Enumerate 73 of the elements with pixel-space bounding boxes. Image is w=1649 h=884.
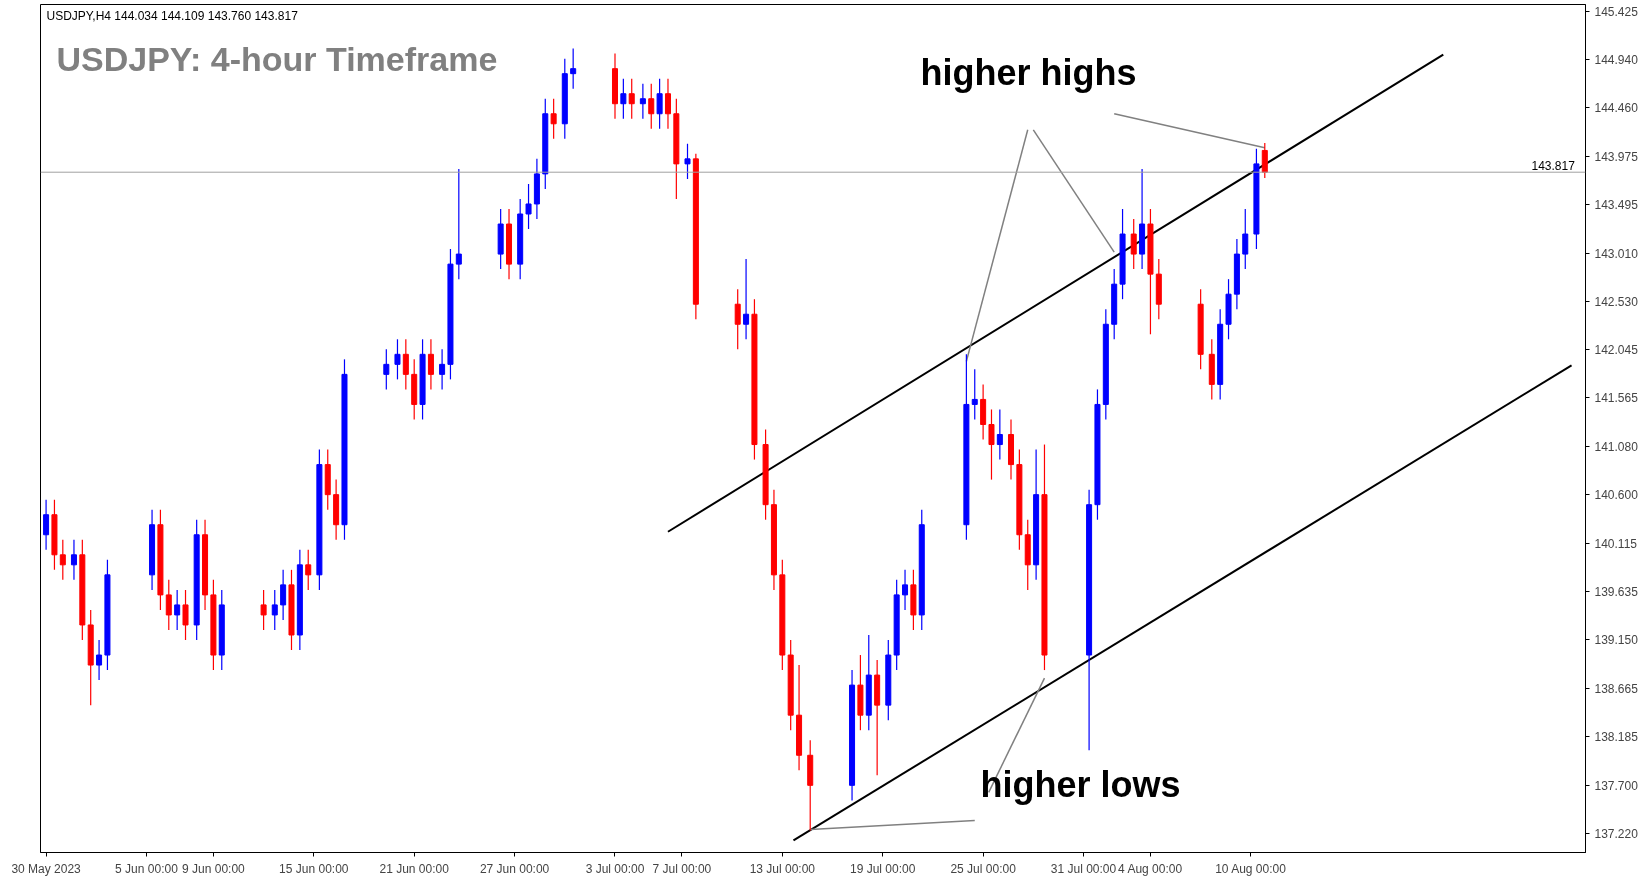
x-tick-label: 15 Jun 00:00 (279, 861, 349, 876)
y-tick-label: 139.635 (1594, 584, 1639, 599)
candlestick (639, 83, 646, 120)
x-tick-label: 13 Jul 00:00 (749, 861, 816, 876)
candlestick (1130, 218, 1137, 270)
y-tick-label: 144.460 (1594, 101, 1639, 116)
y-tick-label: 142.045 (1594, 343, 1639, 358)
candlestick (988, 408, 995, 481)
candlestick (394, 338, 401, 380)
y-tick-label: 143.975 (1594, 149, 1639, 164)
annotation: higher highs (920, 51, 1137, 93)
candlestick (550, 98, 557, 140)
candlestick (684, 143, 691, 180)
y-tick-label: 139.150 (1594, 633, 1639, 648)
candlestick (383, 348, 390, 391)
x-tick-label: 4 Aug 00:00 (1118, 861, 1183, 876)
x-tick-label: 30 May 2023 (11, 861, 82, 876)
y-tick-label: 137.220 (1594, 826, 1639, 841)
y-tick-label: 142.530 (1594, 294, 1639, 309)
candlestick (174, 589, 181, 631)
candlestick (1242, 208, 1249, 270)
x-tick-label: 5 Jun 00:00 (115, 861, 179, 876)
candlestick (280, 569, 287, 621)
candlestick (971, 368, 978, 421)
text: USDJPY: 4-hour Timeframe (56, 39, 498, 78)
candlestick (182, 589, 189, 641)
x-tick-label: 27 Jun 00:00 (479, 861, 550, 876)
candlestick (455, 168, 462, 280)
candlestick (271, 589, 278, 631)
y-tick-label: 143.010 (1594, 246, 1639, 261)
candlestick (996, 408, 1003, 461)
candlestick (734, 288, 741, 350)
candlestick (620, 78, 627, 120)
x-tick-label: 19 Jul 00:00 (850, 861, 916, 876)
candlestick (43, 499, 50, 551)
x-tick-label: 3 Jul 00:00 (585, 861, 645, 876)
candlestick (427, 338, 434, 391)
candlestick (1261, 142, 1268, 179)
y-tick-label: 144.940 (1594, 53, 1639, 68)
candlestick (402, 338, 409, 391)
candlestick (656, 78, 663, 130)
x-tick-label: 9 Jun 00:00 (182, 861, 246, 876)
x-tick-label: 25 Jul 00:00 (950, 861, 1017, 876)
candlestick (628, 78, 635, 120)
candlestick (570, 48, 577, 90)
y-tick-label: 137.700 (1594, 778, 1639, 793)
candlestick (96, 639, 103, 681)
candlestick (902, 569, 909, 611)
y-tick-label: 140.115 (1594, 536, 1638, 551)
ref-line-label: 143.817 (1531, 159, 1576, 174)
y-tick-label: 138.665 (1594, 682, 1639, 697)
candlestick (439, 348, 446, 391)
annotation: higher lows (980, 763, 1181, 805)
y-tick-label: 143.495 (1594, 197, 1639, 212)
candlestick (165, 579, 172, 631)
x-tick-label: 10 Aug 00:00 (1215, 861, 1287, 876)
candlestick (59, 539, 66, 581)
candlestick (305, 549, 312, 591)
x-tick-label: 31 Jul 00:00 (1050, 861, 1117, 876)
x-tick-label: 21 Jun 00:00 (379, 861, 450, 876)
candlestick (648, 83, 655, 130)
annotation: USDJPY,H4 144.034 144.109 143.760 143.817 (46, 8, 299, 23)
y-tick-label: 138.185 (1594, 730, 1639, 745)
candlestick (70, 539, 77, 581)
x-tick-label: 7 Jul 00:00 (652, 861, 712, 876)
candlestick (664, 78, 671, 130)
candlestick (525, 183, 532, 230)
y-tick-label: 141.080 (1594, 440, 1639, 455)
y-tick-label: 145.425 (1594, 4, 1639, 19)
candlestick (260, 589, 267, 631)
y-tick-label: 141.565 (1594, 391, 1639, 406)
candlestick (743, 258, 750, 340)
y-tick-label: 140.600 (1594, 488, 1639, 503)
